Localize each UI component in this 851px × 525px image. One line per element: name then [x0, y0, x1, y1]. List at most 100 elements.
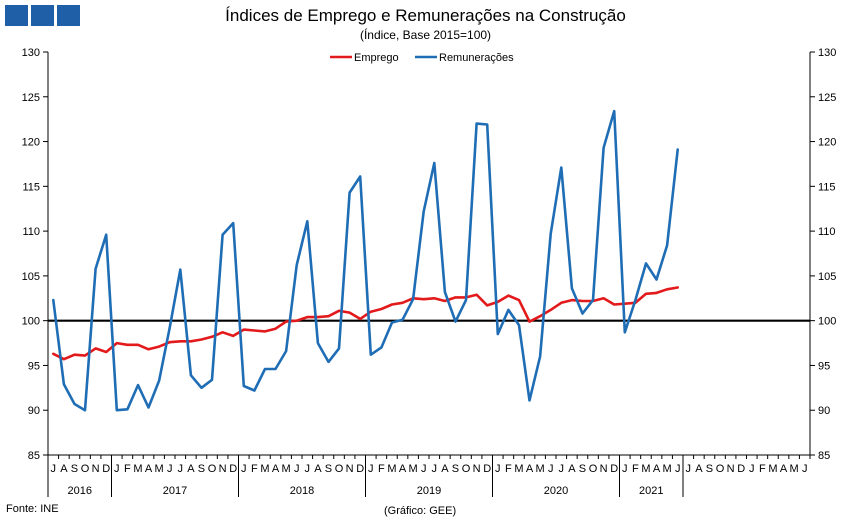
logo-block	[5, 5, 28, 26]
month-label: M	[387, 463, 396, 475]
y-tick-label-right: 115	[818, 181, 836, 193]
month-label: J	[51, 463, 57, 475]
month-label: A	[526, 463, 534, 475]
year-label: 2016	[68, 485, 92, 497]
source-note: Fonte: INE	[6, 503, 59, 515]
y-tick-label-left: 95	[28, 360, 40, 372]
y-tick-label-left: 125	[22, 92, 40, 104]
axes: 85 85 90 90 95 95 100 100 105 105 110 110 115 115 120 1…	[22, 47, 836, 497]
month-label: S	[198, 463, 205, 475]
month-label: D	[229, 463, 237, 475]
month-label: J	[559, 463, 565, 475]
y-tick-label-right: 120	[818, 137, 836, 149]
month-label: M	[641, 463, 650, 475]
month-label: J	[622, 463, 628, 475]
month-label: J	[421, 463, 427, 475]
month-label: A	[780, 463, 788, 475]
month-label: S	[452, 463, 459, 475]
month-label: D	[102, 463, 110, 475]
month-label: J	[432, 463, 438, 475]
credit-note: (Gráfico: GEE)	[384, 505, 457, 517]
month-label: J	[167, 463, 173, 475]
y-tick-label-right: 105	[818, 271, 836, 283]
month-label: N	[346, 463, 354, 475]
month-label: S	[579, 463, 586, 475]
series-line-emprego	[51, 286, 680, 361]
month-label: A	[272, 463, 280, 475]
month-label: F	[124, 463, 131, 475]
y-tick-label-right: 85	[818, 450, 830, 462]
month-label: D	[610, 463, 618, 475]
y-tick-label-left: 105	[22, 271, 40, 283]
month-label: M	[409, 463, 418, 475]
month-label: F	[632, 463, 639, 475]
month-label: D	[483, 463, 491, 475]
month-label: F	[759, 463, 766, 475]
year-label: 2020	[544, 485, 568, 497]
month-label: A	[314, 463, 322, 475]
month-label: M	[155, 463, 164, 475]
month-label: J	[241, 463, 247, 475]
month-label: A	[145, 463, 153, 475]
month-label: M	[514, 463, 523, 475]
legend-label-remuneracoes: Remunerações	[439, 52, 514, 64]
month-label: J	[305, 463, 311, 475]
month-label: M	[768, 463, 777, 475]
month-label: J	[802, 463, 808, 475]
month-label: O	[208, 463, 217, 475]
month-label: O	[716, 463, 725, 475]
month-label: S	[71, 463, 78, 475]
month-label: F	[251, 463, 258, 475]
legend-label-emprego: Emprego	[354, 52, 399, 64]
year-label: 2021	[639, 485, 663, 497]
y-tick-label-right: 125	[818, 92, 836, 104]
chart-subtitle: (Índice, Base 2015=100)	[359, 28, 492, 42]
month-label: O	[81, 463, 90, 475]
month-label: O	[589, 463, 598, 475]
month-label: A	[441, 463, 449, 475]
month-label: M	[133, 463, 142, 475]
month-label: J	[178, 463, 184, 475]
month-label: M	[663, 463, 672, 475]
y-tick-label-right: 100	[818, 316, 836, 328]
month-label: S	[325, 463, 332, 475]
month-label: N	[92, 463, 100, 475]
month-label: N	[219, 463, 227, 475]
month-label: D	[737, 463, 745, 475]
month-label: A	[187, 463, 195, 475]
y-tick-label-left: 115	[22, 181, 40, 193]
plot-area	[48, 109, 810, 412]
month-label: F	[378, 463, 385, 475]
y-tick-label-right: 95	[818, 360, 830, 372]
month-label: J	[368, 463, 374, 475]
month-label: M	[536, 463, 545, 475]
y-tick-label-left: 100	[22, 316, 40, 328]
month-label: J	[548, 463, 554, 475]
legend: Emprego Remunerações	[330, 52, 514, 64]
y-tick-label-left: 85	[28, 450, 40, 462]
month-label: J	[114, 463, 120, 475]
y-tick-label-left: 130	[22, 47, 40, 59]
logo	[5, 5, 80, 26]
month-label: A	[60, 463, 68, 475]
month-label: O	[335, 463, 344, 475]
month-label: N	[600, 463, 608, 475]
y-tick-label-right: 90	[818, 405, 830, 417]
month-label: F	[505, 463, 512, 475]
logo-block	[57, 5, 80, 26]
y-tick-label-left: 110	[22, 226, 40, 238]
y-tick-label-left: 120	[22, 137, 40, 149]
year-label: 2019	[417, 485, 441, 497]
month-label: A	[653, 463, 661, 475]
y-tick-label-left: 90	[28, 405, 40, 417]
month-label: O	[462, 463, 471, 475]
year-label: 2018	[290, 485, 314, 497]
month-label: N	[473, 463, 481, 475]
month-label: M	[260, 463, 269, 475]
month-label: J	[294, 463, 300, 475]
month-label: J	[749, 463, 755, 475]
month-label: S	[706, 463, 713, 475]
month-label: N	[727, 463, 735, 475]
month-label: J	[686, 463, 692, 475]
